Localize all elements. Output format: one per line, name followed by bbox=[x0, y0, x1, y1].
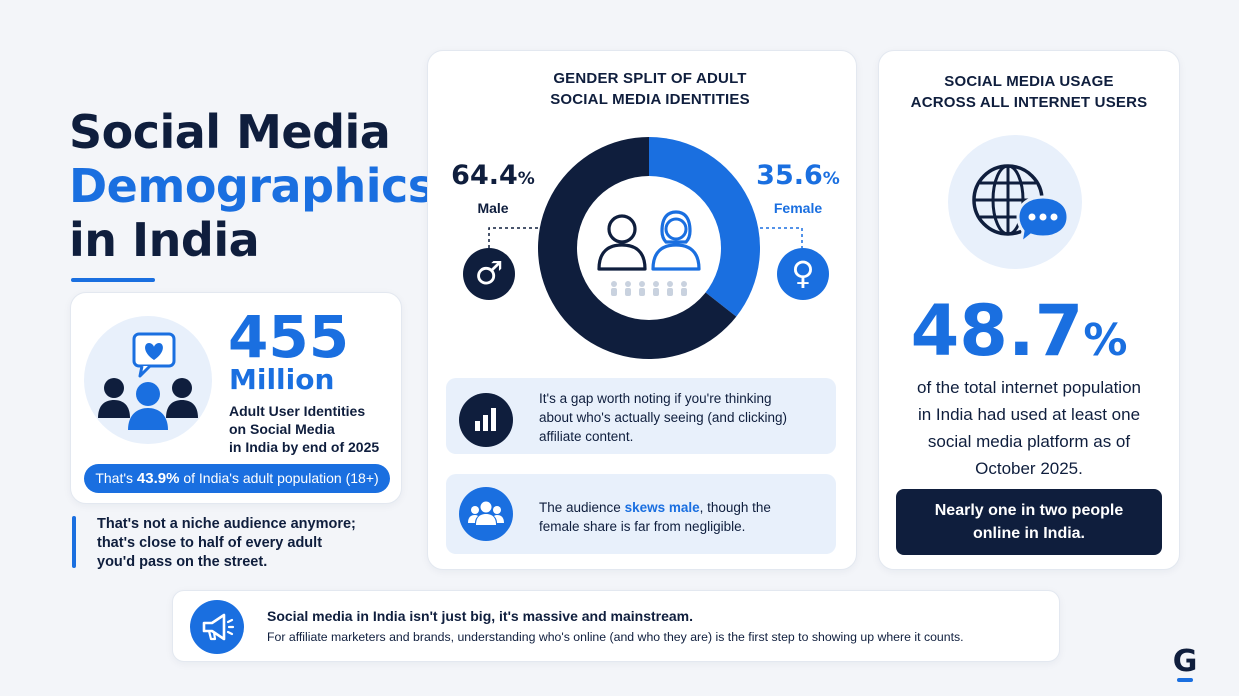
female-person-outline-icon bbox=[651, 210, 701, 271]
usage-percentage: 48.7% bbox=[910, 290, 1128, 372]
female-label: Female bbox=[773, 200, 823, 216]
small-crowd-icon bbox=[611, 281, 687, 296]
gender-donut-chart bbox=[538, 137, 760, 359]
male-label: Male bbox=[477, 200, 509, 216]
usage-banner: Nearly one in two people online in India… bbox=[896, 489, 1162, 555]
quote-bar bbox=[72, 516, 76, 568]
gender-heading: GENDER SPLIT OF ADULT SOCIAL MEDIA IDENT… bbox=[550, 70, 750, 108]
gap-note-text: It's a gap worth noting if you're thinki… bbox=[539, 391, 787, 444]
male-symbol-icon: ♂ bbox=[463, 248, 515, 300]
female-percentage: 35.6% bbox=[756, 160, 840, 191]
skew-highlight: skews male bbox=[624, 500, 700, 515]
male-connector bbox=[488, 227, 542, 248]
title-line-3: in India bbox=[69, 213, 260, 267]
footer-banner bbox=[172, 590, 1060, 662]
users-description: Adult User Identities on Social Media in… bbox=[229, 403, 380, 455]
page-title: Social Media Demographics in India bbox=[69, 105, 435, 267]
title-line-2: Demographics bbox=[69, 159, 435, 213]
footer-headline: Social media in India isn't just big, it… bbox=[267, 608, 694, 624]
users-unit: Million bbox=[229, 363, 335, 396]
adult-share-value: 43.9% bbox=[136, 470, 180, 487]
skew-note-text: The audience skews male, though the fema… bbox=[539, 500, 771, 534]
male-percentage: 64.4% bbox=[451, 160, 535, 191]
heart-chat-icon bbox=[132, 332, 176, 378]
audience-icon bbox=[459, 487, 513, 541]
megaphone-icon bbox=[190, 600, 244, 654]
brand-logo-letter: G bbox=[1172, 644, 1198, 679]
usage-heading: SOCIAL MEDIA USAGE ACROSS ALL INTERNET U… bbox=[910, 73, 1148, 111]
bar-chart-icon bbox=[459, 393, 513, 447]
quote-text: That's not a niche audience anymore; tha… bbox=[97, 516, 356, 570]
footer-subline: For affiliate marketers and brands, unde… bbox=[267, 630, 964, 644]
brand-logo: G bbox=[1171, 646, 1199, 682]
adult-share-pill: That's 43.9% of India's adult population… bbox=[84, 464, 390, 493]
title-line-1: Social Media bbox=[69, 105, 391, 159]
usage-description: of the total internet population in Indi… bbox=[917, 378, 1141, 478]
globe-icon bbox=[972, 164, 1070, 247]
female-symbol-icon: ♀ bbox=[777, 248, 829, 300]
chat-bubble-icon bbox=[1016, 195, 1070, 247]
brand-logo-underline bbox=[1177, 678, 1193, 682]
title-underline bbox=[71, 278, 155, 282]
female-connector bbox=[754, 227, 803, 248]
people-group-icon bbox=[98, 332, 198, 430]
users-number: 455 bbox=[228, 303, 350, 371]
person-outline-icon bbox=[597, 214, 647, 271]
